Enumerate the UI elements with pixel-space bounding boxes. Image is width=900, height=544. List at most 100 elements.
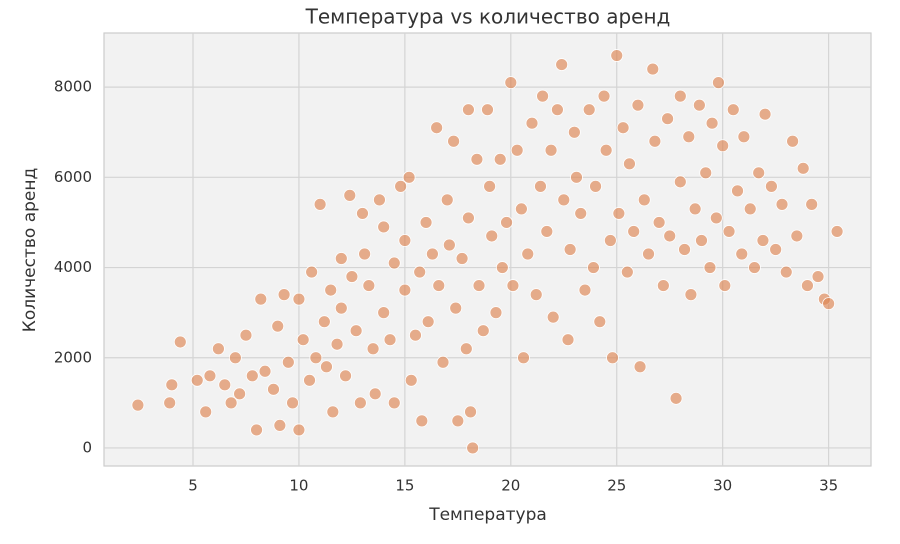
point [500, 216, 513, 229]
point [673, 89, 687, 103]
point [250, 423, 263, 437]
point [476, 324, 490, 338]
point [470, 152, 484, 166]
y-tick-label: 0 [82, 438, 92, 456]
point [362, 279, 376, 292]
point [722, 225, 736, 238]
point [239, 328, 253, 342]
y-tick-label: 8000 [54, 78, 92, 96]
point [309, 351, 323, 365]
point [326, 405, 340, 419]
point [705, 116, 719, 130]
point [529, 288, 543, 302]
x-axis-label: Температура [428, 505, 547, 525]
point [648, 134, 662, 148]
point [292, 292, 306, 306]
point [349, 324, 363, 338]
point [320, 360, 333, 374]
point [656, 279, 670, 292]
point [606, 351, 619, 365]
point [703, 261, 717, 274]
point [339, 369, 352, 383]
point [765, 179, 778, 193]
point [356, 207, 369, 220]
point [163, 396, 177, 410]
point [758, 107, 772, 121]
point [373, 193, 386, 207]
point [267, 382, 280, 396]
point [481, 103, 494, 117]
point [345, 270, 359, 283]
point [368, 387, 382, 401]
point [682, 130, 696, 144]
point [796, 161, 810, 175]
point [426, 247, 439, 261]
point [623, 157, 636, 171]
point [756, 234, 770, 247]
point [296, 333, 310, 347]
point [688, 202, 702, 216]
point [612, 207, 626, 220]
point [432, 279, 446, 292]
point [678, 243, 691, 256]
point [699, 166, 713, 180]
point [281, 355, 295, 369]
point [504, 76, 518, 90]
plot-area [103, 32, 872, 467]
point [353, 396, 367, 410]
point [663, 229, 677, 243]
point [343, 188, 357, 202]
point [442, 238, 456, 252]
point [409, 328, 422, 342]
point [597, 89, 611, 103]
x-tick-label: 15 [395, 477, 414, 495]
point [661, 112, 674, 126]
point [464, 405, 477, 419]
point [394, 179, 408, 193]
y-axis-label: Количество аренд [20, 168, 40, 333]
point [616, 121, 630, 135]
point [775, 197, 789, 211]
point [752, 166, 766, 180]
point [830, 225, 844, 238]
point [578, 283, 592, 297]
points [131, 49, 844, 455]
point [334, 252, 348, 265]
point [620, 265, 634, 279]
point [587, 261, 600, 274]
point [669, 391, 683, 405]
chart-title: Температура vs количество аренд [305, 5, 671, 29]
point [517, 351, 530, 365]
point [387, 256, 401, 270]
point [218, 378, 232, 392]
point [258, 364, 272, 378]
point [485, 229, 499, 243]
point [224, 396, 238, 410]
point [536, 89, 549, 103]
point [801, 279, 814, 292]
point [593, 315, 607, 329]
grid [104, 33, 871, 466]
point [743, 202, 757, 216]
point [769, 243, 783, 256]
point [165, 378, 179, 392]
point [313, 197, 327, 211]
point [726, 103, 740, 117]
point [534, 179, 547, 193]
point [574, 207, 588, 220]
point [748, 261, 761, 274]
point [449, 301, 463, 315]
point [398, 234, 412, 247]
point [472, 279, 486, 292]
point [462, 211, 475, 225]
point [430, 121, 444, 135]
point [735, 247, 749, 261]
point [515, 202, 528, 216]
point [695, 234, 708, 247]
point [563, 243, 577, 256]
point [292, 423, 306, 437]
point [716, 139, 730, 153]
point [570, 170, 583, 184]
point [330, 337, 344, 351]
point [254, 292, 268, 306]
